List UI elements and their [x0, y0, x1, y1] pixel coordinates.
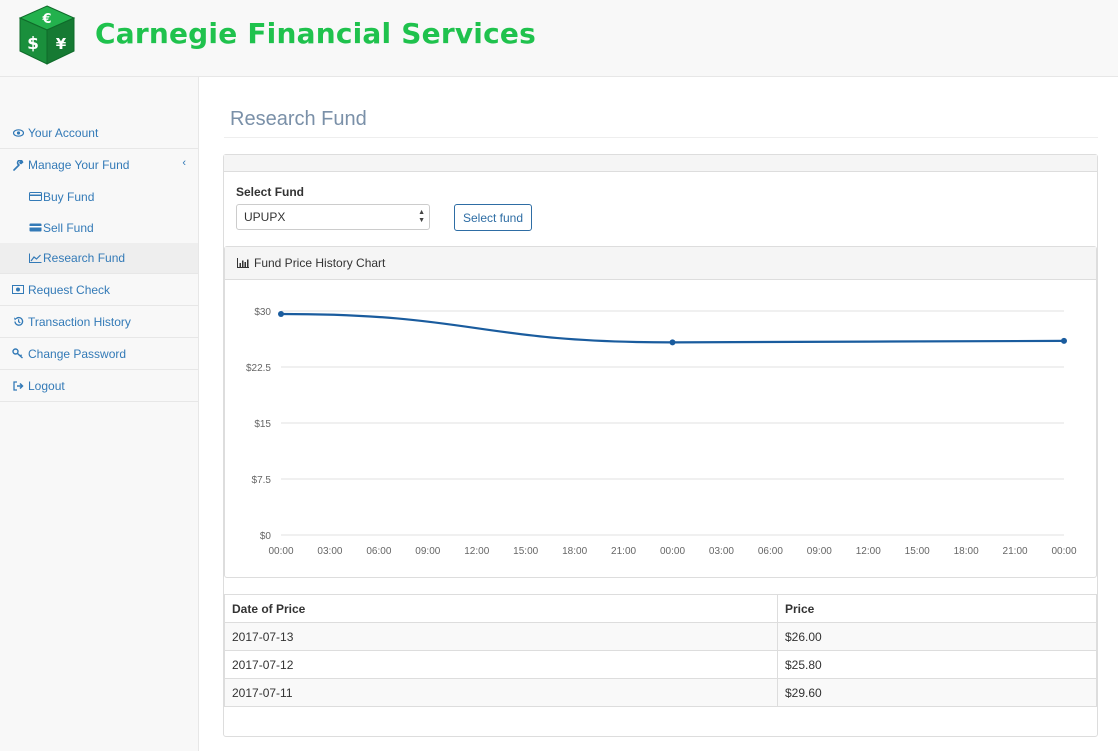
select-arrows-icon: ▲ ▼ — [418, 209, 425, 224]
series-line — [280, 312, 1065, 344]
key-icon — [11, 348, 25, 359]
bar-chart-icon — [237, 258, 249, 268]
x-tick-label: 15:00 — [905, 546, 930, 557]
sidebar-item-change-password[interactable]: Change Password — [0, 338, 198, 370]
data-point — [669, 339, 676, 346]
column-header-price: Price — [777, 594, 1097, 623]
select-fund-label: Select Fund — [236, 185, 305, 199]
x-tick-label: 00:00 — [660, 546, 685, 557]
cell-price: $26.00 — [777, 622, 1097, 651]
cell-date: 2017-07-12 — [224, 650, 778, 679]
x-tick-label: 03:00 — [317, 546, 342, 557]
x-tick-label: 00:00 — [1051, 546, 1076, 557]
sidebar-item-buy-fund[interactable]: Buy Fund — [0, 181, 198, 212]
sidebar-item-logout[interactable]: Logout — [0, 370, 198, 402]
sidebar-item-label: Your Account — [28, 125, 99, 140]
table-row: 2017-07-11 $29.60 — [224, 678, 1097, 707]
sign-out-icon — [11, 380, 25, 391]
y-tick-label: $0 — [260, 531, 272, 542]
svg-text:$: $ — [27, 34, 39, 54]
x-tick-label: 21:00 — [611, 546, 636, 557]
x-tick-label: 12:00 — [856, 546, 881, 557]
cell-date: 2017-07-11 — [224, 678, 778, 707]
credit-card-icon — [28, 223, 42, 232]
page-title: Research Fund — [230, 108, 367, 130]
fund-select[interactable]: UPUPX ▲ ▼ — [236, 204, 430, 230]
chart-panel: Fund Price History Chart — [224, 246, 1097, 578]
cell-price: $25.80 — [777, 650, 1097, 679]
chevron-left-icon[interactable]: ‹ — [182, 157, 186, 169]
sidebar-item-your-account[interactable]: Your Account — [0, 117, 198, 149]
chart-panel-heading: Fund Price History Chart — [225, 247, 1096, 280]
sidebar-item-label: Request Check — [28, 282, 111, 297]
sidebar-item-sell-fund[interactable]: Sell Fund — [0, 212, 198, 243]
cell-price: $29.60 — [777, 678, 1097, 707]
sidebar-item-label: Transaction History — [28, 314, 131, 329]
credit-card-icon — [28, 192, 42, 201]
y-tick-label: $22.5 — [246, 363, 271, 374]
eye-icon — [11, 128, 25, 137]
svg-text:¥: ¥ — [56, 35, 67, 53]
sidebar-item-label: Manage Your Fund — [28, 158, 130, 172]
x-tick-label: 06:00 — [758, 546, 783, 557]
x-tick-label: 06:00 — [366, 546, 391, 557]
top-navbar: € $ ¥ Carnegie Financial Services — [0, 0, 1118, 77]
panel-heading — [224, 155, 1097, 172]
x-tick-label: 21:00 — [1003, 546, 1028, 557]
x-tick-label: 03:00 — [709, 546, 734, 557]
sidebar-item-research-fund[interactable]: Research Fund — [0, 243, 198, 274]
y-tick-label: $15 — [254, 419, 271, 430]
sidebar-item-transaction-history[interactable]: Transaction History — [0, 306, 198, 338]
column-header-date: Date of Price — [224, 594, 778, 623]
sidebar-item-label: Logout — [28, 378, 65, 393]
sidebar-item-label: Buy Fund — [43, 189, 95, 204]
sidebar-nav: Your Account Manage Your Fund ‹ Buy Fund… — [0, 117, 198, 402]
price-table: Date of Price Price 2017-07-13 $26.00 20… — [224, 594, 1097, 707]
y-tick-label: $7.5 — [252, 475, 272, 486]
money-icon — [11, 285, 25, 294]
svg-text:€: € — [41, 12, 51, 27]
table-header-row: Date of Price Price — [224, 594, 1097, 623]
chart-title: Fund Price History Chart — [254, 256, 386, 270]
cell-date: 2017-07-13 — [224, 622, 778, 651]
table-row: 2017-07-12 $25.80 — [224, 650, 1097, 679]
sidebar-item-request-check[interactable]: Request Check — [0, 274, 198, 306]
data-point — [1061, 337, 1067, 344]
x-tick-label: 12:00 — [464, 546, 489, 557]
line-chart-icon — [28, 253, 42, 263]
logo-icon: € $ ¥ — [18, 5, 76, 65]
wrench-icon — [11, 159, 25, 171]
sidebar: Your Account Manage Your Fund ‹ Buy Fund… — [0, 77, 199, 751]
fund-select-value: UPUPX — [244, 210, 286, 224]
x-tick-label: 18:00 — [562, 546, 587, 557]
title-divider — [224, 137, 1098, 138]
y-tick-label: $30 — [254, 307, 271, 318]
x-tick-label: 09:00 — [807, 546, 832, 557]
select-fund-button[interactable]: Select fund — [454, 204, 532, 231]
x-tick-label: 00:00 — [268, 546, 293, 557]
x-tick-label: 09:00 — [415, 546, 440, 557]
sidebar-item-label: Research Fund — [43, 251, 126, 265]
brand-name[interactable]: Carnegie Financial Services — [95, 17, 536, 50]
sidebar-item-manage-your-fund[interactable]: Manage Your Fund ‹ — [0, 149, 198, 181]
x-tick-label: 18:00 — [954, 546, 979, 557]
data-point — [278, 310, 284, 317]
table-row: 2017-07-13 $26.00 — [224, 622, 1097, 651]
x-tick-label: 15:00 — [513, 546, 538, 557]
sidebar-item-label: Change Password — [28, 346, 127, 361]
history-icon — [11, 316, 25, 327]
sidebar-item-label: Sell Fund — [43, 220, 94, 235]
